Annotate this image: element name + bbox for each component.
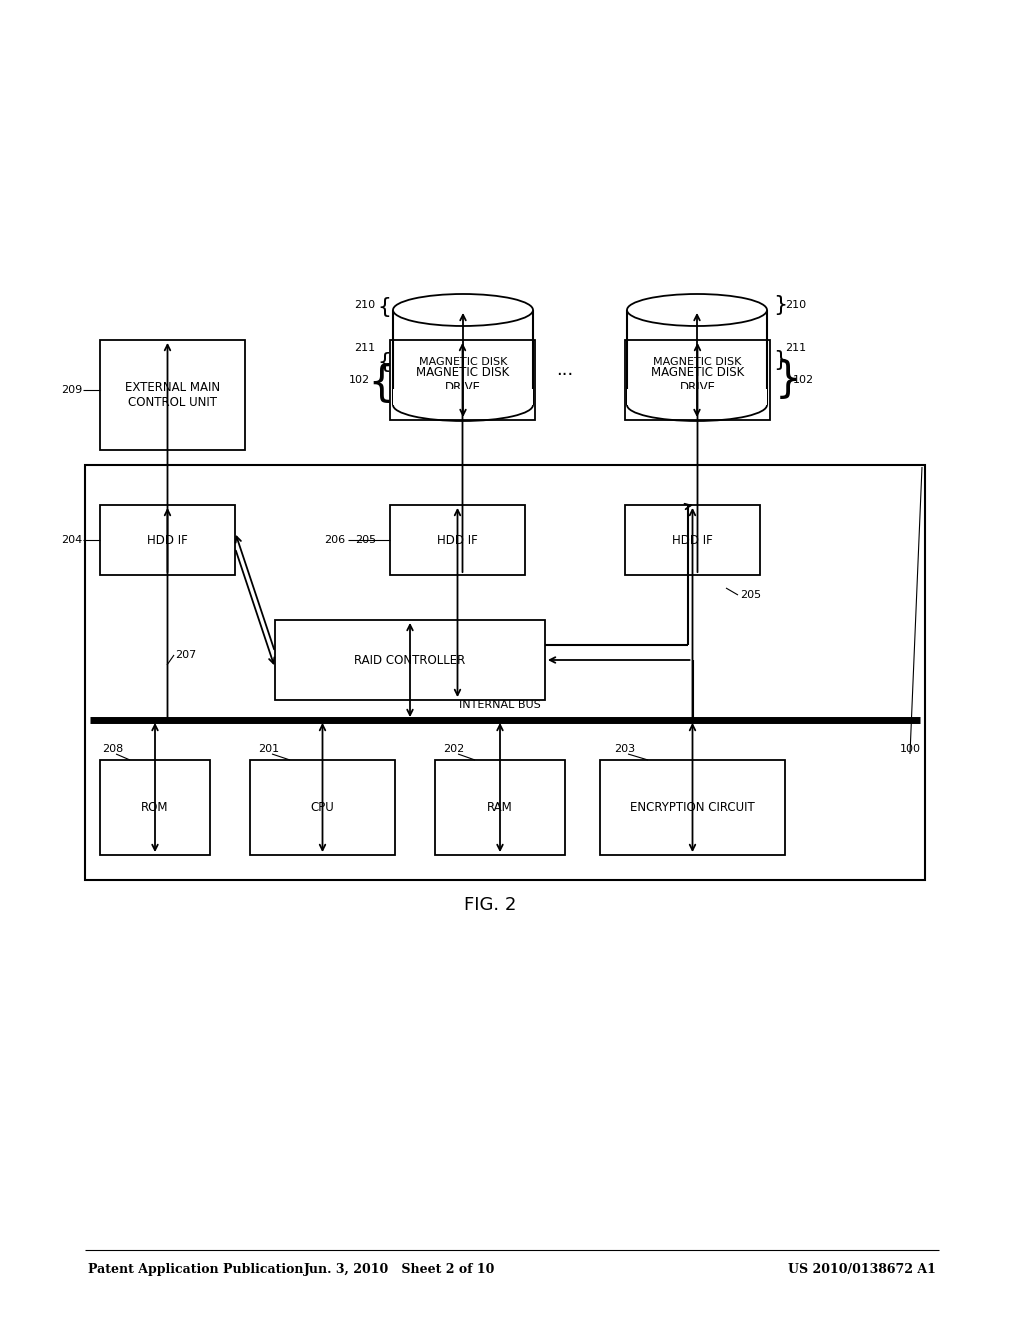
Text: }: } <box>358 359 385 401</box>
Text: 206: 206 <box>324 535 345 545</box>
Text: MAGNETIC DISK
DRIVE: MAGNETIC DISK DRIVE <box>651 366 744 393</box>
Text: 208: 208 <box>102 744 123 754</box>
Text: MAGNETIC DISK: MAGNETIC DISK <box>653 358 741 367</box>
Text: ROM: ROM <box>141 801 169 814</box>
Bar <box>627 389 767 405</box>
Text: 204: 204 <box>60 535 82 545</box>
Text: ENCRYPTION CIRCUIT: ENCRYPTION CIRCUIT <box>630 801 755 814</box>
Bar <box>85 465 925 880</box>
Text: EXTERNAL MAIN
CONTROL UNIT: EXTERNAL MAIN CONTROL UNIT <box>125 381 220 409</box>
Ellipse shape <box>627 294 767 326</box>
Text: HDD IF: HDD IF <box>437 533 478 546</box>
Text: RAID CONTROLLER: RAID CONTROLLER <box>354 653 466 667</box>
Text: 209: 209 <box>60 385 82 395</box>
Text: Patent Application Publication: Patent Application Publication <box>88 1263 303 1276</box>
Text: ...: ... <box>556 360 573 379</box>
Text: 102: 102 <box>793 375 814 385</box>
Bar <box>393 389 534 405</box>
Bar <box>250 760 395 855</box>
Text: MAGNETIC DISK: MAGNETIC DISK <box>419 358 507 367</box>
Text: CPU: CPU <box>310 801 335 814</box>
Text: }: } <box>773 294 787 315</box>
Text: }: } <box>775 359 802 401</box>
Text: HDD IF: HDD IF <box>147 533 187 546</box>
Text: 102: 102 <box>349 375 370 385</box>
Ellipse shape <box>393 294 534 326</box>
Text: 211: 211 <box>785 343 806 352</box>
Text: 100: 100 <box>900 744 921 754</box>
Text: INTERNAL BUS: INTERNAL BUS <box>459 700 541 710</box>
Text: 205: 205 <box>355 535 376 545</box>
Text: }: } <box>773 350 787 370</box>
Text: }: } <box>373 294 387 315</box>
Text: FIG. 2: FIG. 2 <box>464 896 516 913</box>
Text: 205: 205 <box>740 590 761 601</box>
Bar <box>625 341 770 420</box>
Text: 211: 211 <box>354 343 375 352</box>
Bar <box>100 760 210 855</box>
Text: 202: 202 <box>443 744 464 754</box>
Text: }: } <box>373 350 387 370</box>
Text: 203: 203 <box>614 744 635 754</box>
Text: RAM: RAM <box>487 801 513 814</box>
Bar <box>275 620 545 700</box>
Bar <box>435 760 565 855</box>
Text: 210: 210 <box>785 300 806 310</box>
Bar <box>100 506 234 576</box>
Bar <box>390 341 535 420</box>
Text: 210: 210 <box>354 300 375 310</box>
Text: 201: 201 <box>258 744 280 754</box>
Bar <box>390 506 525 576</box>
Text: Jun. 3, 2010   Sheet 2 of 10: Jun. 3, 2010 Sheet 2 of 10 <box>304 1263 496 1276</box>
Text: HDD IF: HDD IF <box>672 533 713 546</box>
Bar <box>100 341 245 450</box>
Text: US 2010/0138672 A1: US 2010/0138672 A1 <box>788 1263 936 1276</box>
Text: 207: 207 <box>175 649 197 660</box>
Bar <box>625 506 760 576</box>
Bar <box>600 760 785 855</box>
Text: MAGNETIC DISK
DRIVE: MAGNETIC DISK DRIVE <box>416 366 509 393</box>
